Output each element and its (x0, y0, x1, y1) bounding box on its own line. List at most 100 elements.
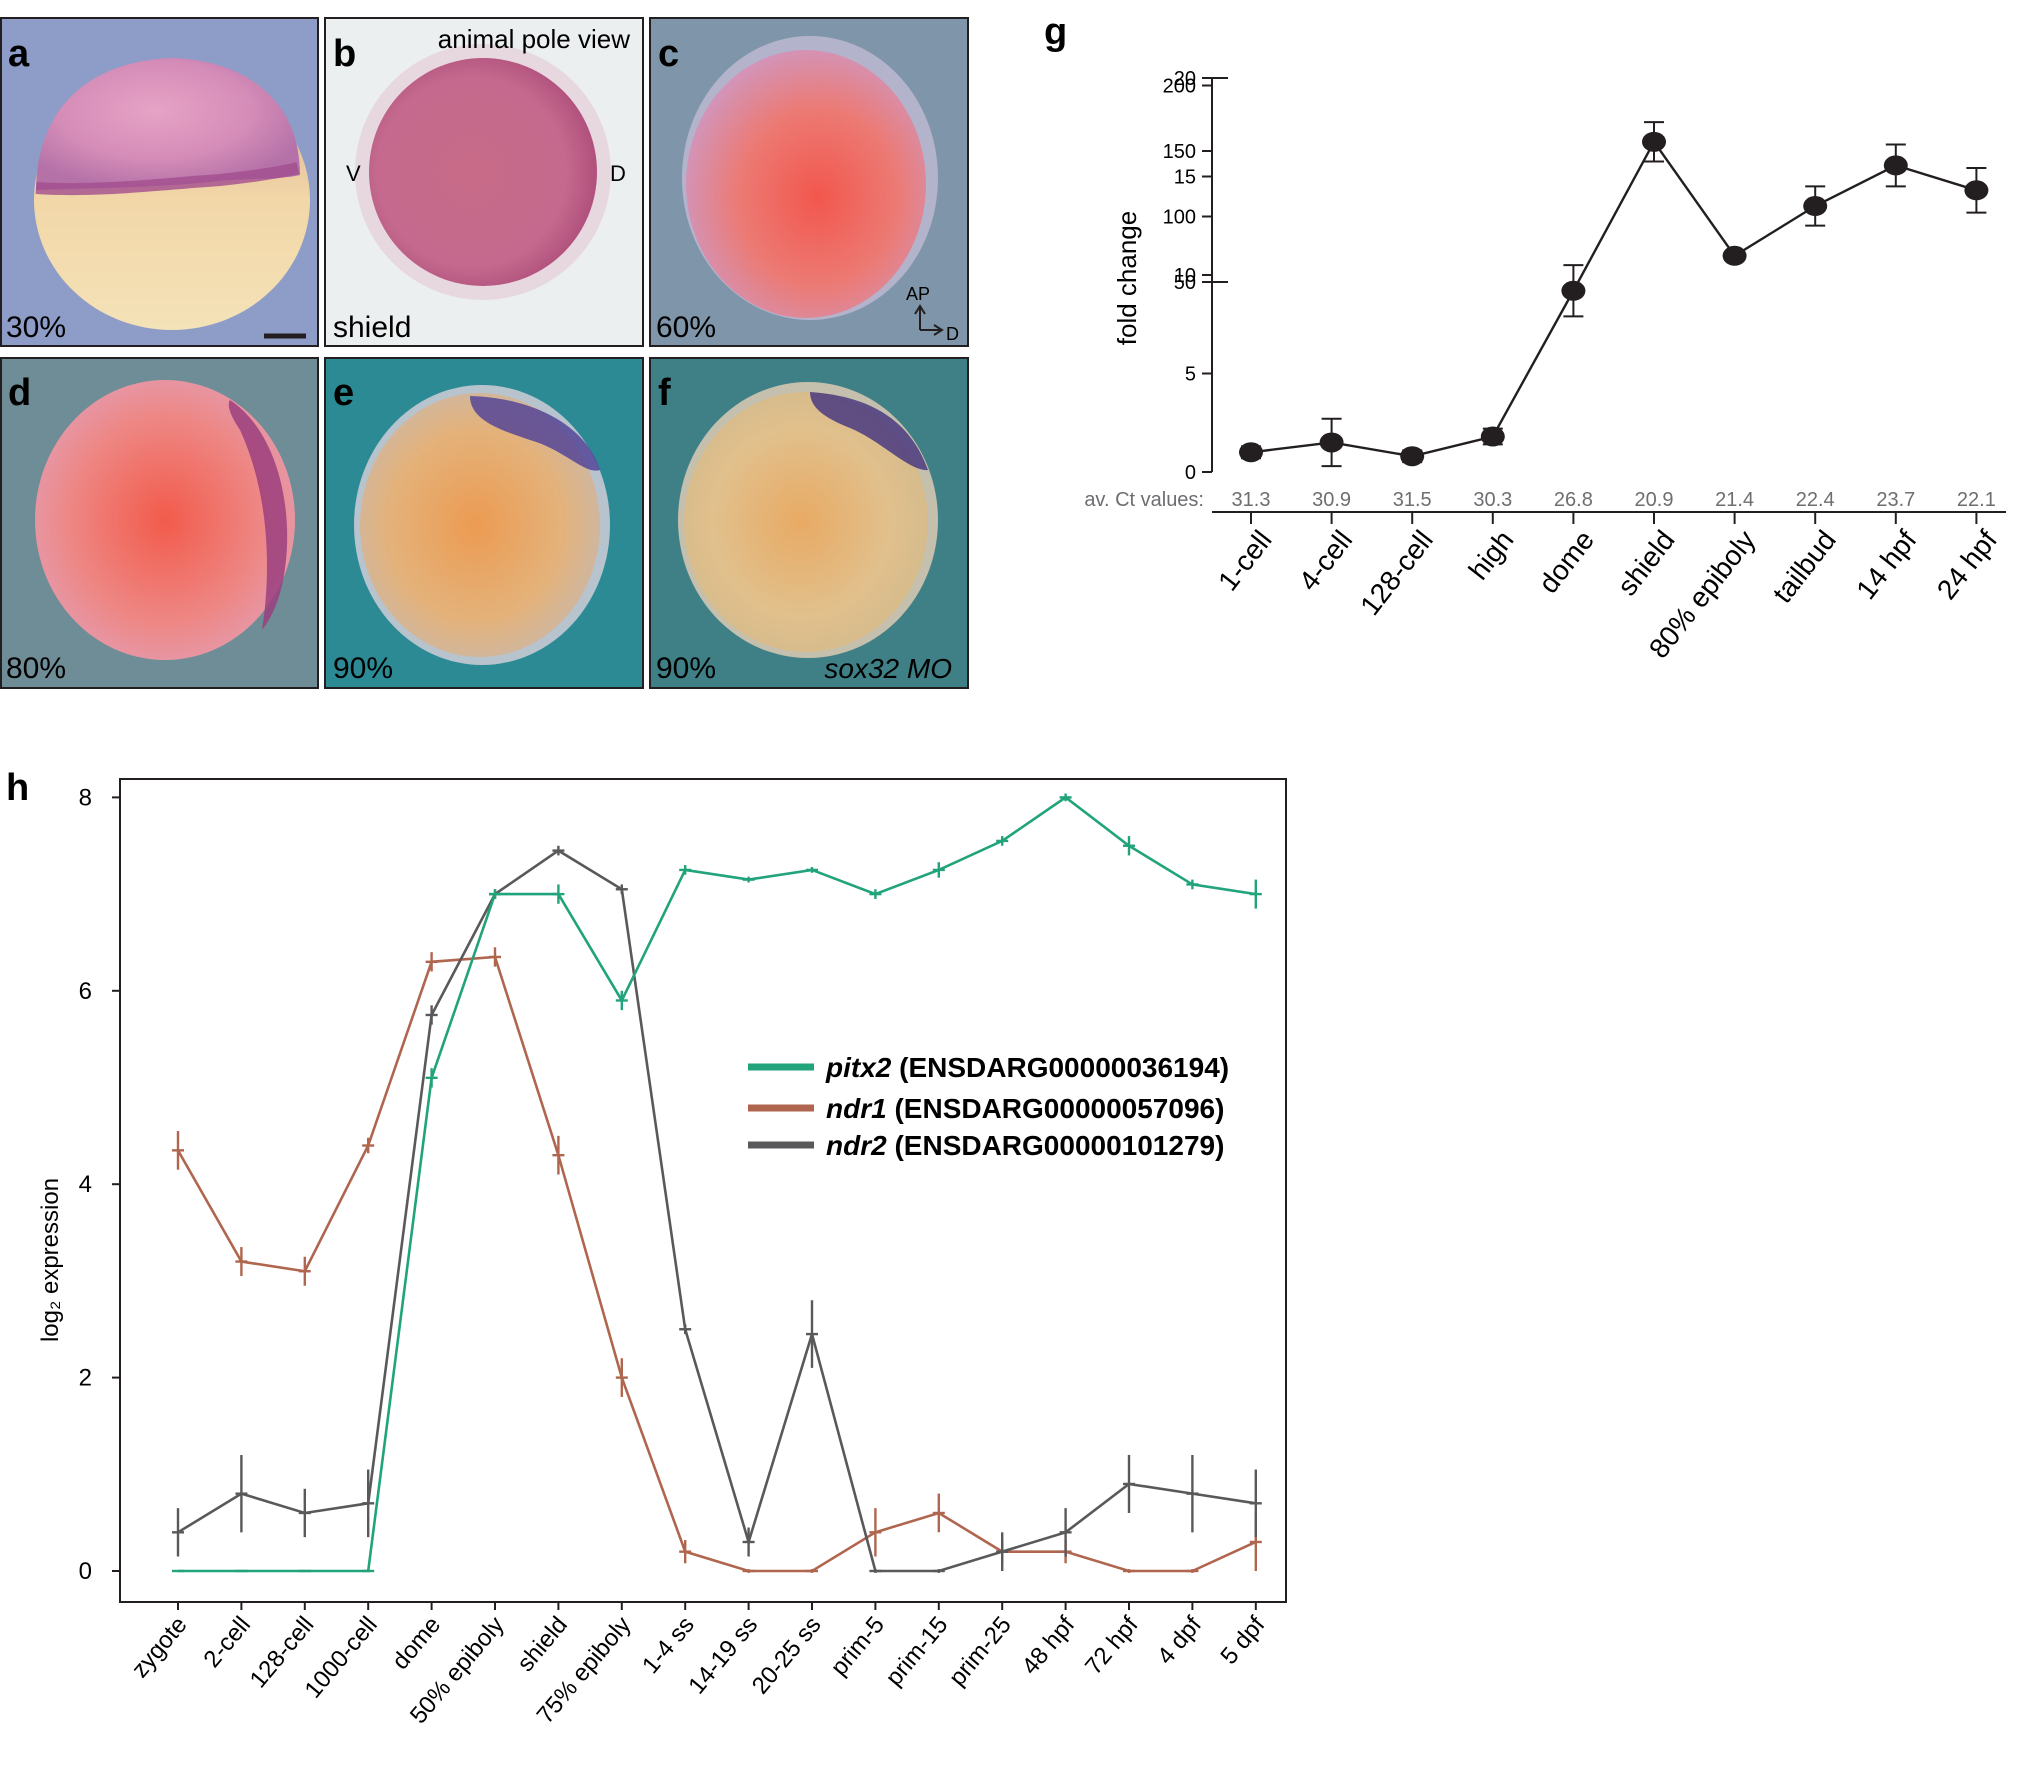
chart-h-series-line-pitx2 (178, 795, 1256, 1573)
chart-h-x-tick-label: prim-5 (826, 1612, 890, 1681)
chart-h-marks (172, 793, 1262, 1573)
embryo-f-dorsal-stain (810, 392, 928, 471)
panel-d-stage: 80% (6, 652, 66, 685)
panel-e: e 90% (324, 357, 644, 689)
embryo-d-dorsal-stain (228, 400, 288, 630)
panel-e-stage: 90% (333, 652, 393, 685)
chart-g-marks (1239, 121, 1989, 468)
chart-h-y-axis-label: log₂ expression (37, 1178, 64, 1342)
panel-b: b animal pole view V D shield (324, 17, 644, 347)
chart-h-y-tick-label: 2 (79, 1365, 92, 1392)
chart-h-x-tick-label: 2-cell (198, 1612, 256, 1673)
orientation-d-label: D (946, 324, 959, 344)
embryo-f (684, 392, 928, 652)
chart-g-ct-value: 30.3 (1473, 489, 1512, 511)
chart-h-legend-gene-name: ndr2 (826, 1130, 887, 1161)
chart-g-series-line (1250, 139, 1977, 458)
chart-g-data-point (1319, 432, 1344, 453)
panel-c: c 60% AP D (649, 17, 969, 347)
chart-h-y-tick-label: 6 (79, 978, 92, 1005)
chart-h-x-tick-label: 4 dpf (1152, 1611, 1207, 1670)
panel-f: f 90% sox32 MO (649, 357, 969, 689)
chart-g-data-point (1239, 442, 1263, 463)
panel-a: a 30% (0, 17, 319, 347)
chart-g-x-tick-label: 14 hpf (1850, 524, 1922, 605)
panel-d-letter: d (8, 372, 31, 414)
chart-g-ct-value: 21.4 (1715, 489, 1754, 511)
chart-g-ct-value: 22.1 (1957, 489, 1996, 511)
panel-a-stage: 30% (6, 311, 66, 344)
panel-c-stage: 60% (656, 311, 716, 344)
chart-h-legend-gene-id: (ENSDARG00000101279) (887, 1130, 1225, 1161)
chart-g-data-point (1883, 155, 1908, 176)
chart-g-x-tick-label: 1-cell (1212, 525, 1278, 597)
chart-g-y-tick-label: 10 (1174, 265, 1196, 287)
chart-h-legend-gene-id: (ENSDARG00000036194) (891, 1052, 1229, 1083)
chart-g-axes: 05101520501001502001-cell31.34-cell30.91… (1163, 68, 2006, 664)
chart-g-data-point (1803, 196, 1828, 217)
chart-h-legend-gene-id: (ENSDARG00000057096) (887, 1093, 1225, 1124)
embryo-b (369, 58, 597, 286)
chart-g-x-tick-label: dome (1533, 525, 1601, 599)
chart-g-y-tick-label: 150 (1163, 141, 1196, 163)
panel-b-dorsal-mark: D (610, 161, 626, 186)
panel-a-letter: a (8, 33, 30, 75)
chart-g-data-point (1642, 131, 1666, 152)
chart-g-data-point (1964, 180, 1989, 201)
chart-h-x-tick-label: 48 hpf (1017, 1611, 1081, 1680)
chart-g-data-point (1722, 245, 1747, 266)
chart-h-legend-gene-name: ndr1 (826, 1093, 887, 1124)
chart-g-y-tick-label: 200 (1163, 76, 1196, 98)
chart-g-ct-value: 23.7 (1876, 489, 1915, 511)
panel-d: d 80% (0, 357, 319, 689)
panel-b-stage: shield (333, 311, 411, 344)
chart-g-x-tick-label: shield (1611, 525, 1680, 602)
embryo-c (686, 50, 926, 318)
chart-g-y-tick-label: 15 (1174, 167, 1196, 189)
chart-h-series-line-ndr1 (176, 955, 1257, 1573)
chart-g-ct-value: 26.8 (1554, 489, 1593, 511)
embryo-e-dorsal-stain (470, 396, 600, 471)
embryo-a-blastoderm (36, 58, 300, 190)
panel-g-letter: g (1044, 11, 1067, 53)
chart-g-ct-value: 31.5 (1393, 489, 1432, 511)
chart-g-x-tick-label: 4-cell (1293, 525, 1359, 597)
chart-h-x-tick-label: dome (387, 1612, 446, 1675)
chart-h-legend-gene-name: pitx2 (825, 1052, 892, 1083)
chart-g-x-tick-label: 128-cell (1354, 525, 1439, 621)
chart-g-ct-value: 22.4 (1796, 489, 1835, 511)
chart-h-x-tick-label: prim-15 (880, 1612, 953, 1692)
chart-g-data-point (1561, 280, 1586, 301)
panel-e-letter: e (333, 372, 354, 414)
embryo-a-margin-stain (35, 162, 300, 196)
embryo-d (35, 380, 295, 660)
chart-h-y-tick-label: 0 (79, 1558, 92, 1585)
chart-h-series-line-ndr2 (177, 849, 1256, 1573)
chart-g-ct-value: 31.3 (1232, 489, 1271, 511)
chart-g-ct-value: 20.9 (1635, 489, 1674, 511)
chart-g-y-tick-label: 0 (1185, 462, 1196, 484)
panel-f-treatment: sox32 MO (824, 653, 952, 684)
chart-h-y-tick-label: 8 (79, 784, 92, 811)
chart-h-x-tick-label: 5 dpf (1215, 1611, 1270, 1670)
chart-h-x-tick-label: 20-25 ss (747, 1612, 827, 1700)
panel-b-ventral-mark: V (346, 161, 361, 186)
chart-h-x-tick-label: 72 hpf (1080, 1611, 1144, 1680)
chart-g-data-point (1400, 446, 1425, 467)
panel-h-letter: h (6, 767, 29, 809)
chart-g-ct-label: av. Ct values: (1084, 489, 1204, 511)
chart-g-y-tick-label: 100 (1163, 207, 1196, 229)
panel-b-view-caption: animal pole view (438, 24, 630, 54)
orientation-indicator: AP D (906, 284, 959, 344)
panel-f-stage: 90% (656, 652, 716, 685)
chart-h-x-tick-label: shield (512, 1612, 573, 1677)
chart-g-ct-value: 30.9 (1312, 489, 1351, 511)
chart-h-legend: pitx2 (ENSDARG00000036194)ndr1 (ENSDARG0… (748, 1052, 1229, 1161)
chart-h-legend-entry-ndr1: ndr1 (ENSDARG00000057096) (826, 1093, 1224, 1124)
chart-h-legend-entry-ndr2: ndr2 (ENSDARG00000101279) (826, 1130, 1224, 1161)
orientation-arrows (914, 304, 944, 336)
panel-f-letter: f (658, 372, 671, 414)
panel-c-letter: c (658, 33, 679, 75)
chart-g-y-tick-label: 50 (1174, 272, 1196, 294)
